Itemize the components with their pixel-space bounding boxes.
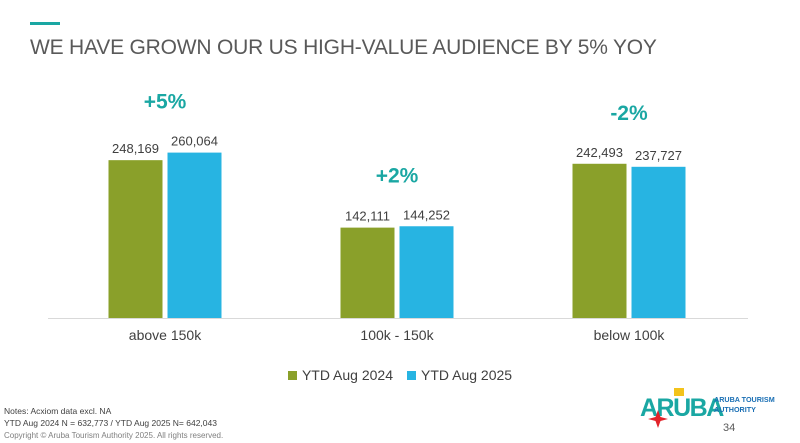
change-annotation-0: +5% — [144, 91, 187, 114]
legend-label-2025: YTD Aug 2025 — [421, 367, 513, 383]
data-label-2025-2: 237,727 — [635, 148, 682, 163]
legend-swatch-2025 — [407, 370, 416, 380]
legend-label-2024: YTD Aug 2024 — [301, 367, 393, 383]
bar-2024-1 — [340, 227, 395, 318]
logo-text-line-1: ARUBA TOURISM — [714, 395, 775, 404]
title-accent-bar — [30, 22, 60, 25]
data-label-2025-1: 144,252 — [403, 207, 450, 222]
chart-legend: YTD Aug 2024 YTD Aug 2025 — [0, 367, 800, 383]
change-annotation-2: -2% — [610, 102, 648, 125]
copyright-text: Copyright © Aruba Tourism Authority 2025… — [4, 431, 224, 440]
category-label-1: 100k - 150k — [360, 327, 434, 343]
bar-2025-1 — [399, 226, 454, 318]
bar-2025-2 — [631, 166, 686, 318]
logo-star-icon — [648, 410, 668, 428]
logo-accent-shape — [674, 388, 684, 396]
data-label-2024-0: 248,169 — [112, 141, 159, 156]
bar-2025-0 — [167, 152, 222, 318]
data-label-2024-1: 142,111 — [345, 209, 390, 224]
change-annotation-1: +2% — [376, 164, 419, 187]
bar-chart: 248,169 260,064 above 150k +5% 142,111 144,25… — [48, 91, 748, 343]
notes: Notes: Acxiom data excl. NA YTD Aug 2024… — [4, 405, 217, 429]
logo-text-line-2: AUTHORITY — [714, 405, 756, 414]
slide-title: WE HAVE GROWN OUR US HIGH-VALUE AUDIENCE… — [30, 36, 657, 59]
notes-line-2: YTD Aug 2024 N = 632,773 / YTD Aug 2025 … — [4, 418, 217, 428]
notes-line-1: Notes: Acxiom data excl. NA — [4, 406, 112, 416]
legend-item-2024: YTD Aug 2024 — [287, 367, 393, 383]
data-label-2024-2: 242,493 — [576, 145, 623, 160]
page-number: 34 — [723, 422, 736, 434]
bar-2024-0 — [108, 160, 163, 318]
aruba-tourism-authority-logo: ARUBA ARUBA TOURISM AUTHORITY — [640, 388, 775, 428]
category-label-0: above 150k — [129, 327, 202, 343]
data-label-2025-0: 260,064 — [171, 134, 218, 149]
bar-2024-2 — [572, 163, 627, 318]
category-label-2: below 100k — [594, 327, 666, 343]
legend-swatch-2024 — [287, 370, 297, 380]
legend-item-2025: YTD Aug 2025 — [407, 367, 512, 383]
